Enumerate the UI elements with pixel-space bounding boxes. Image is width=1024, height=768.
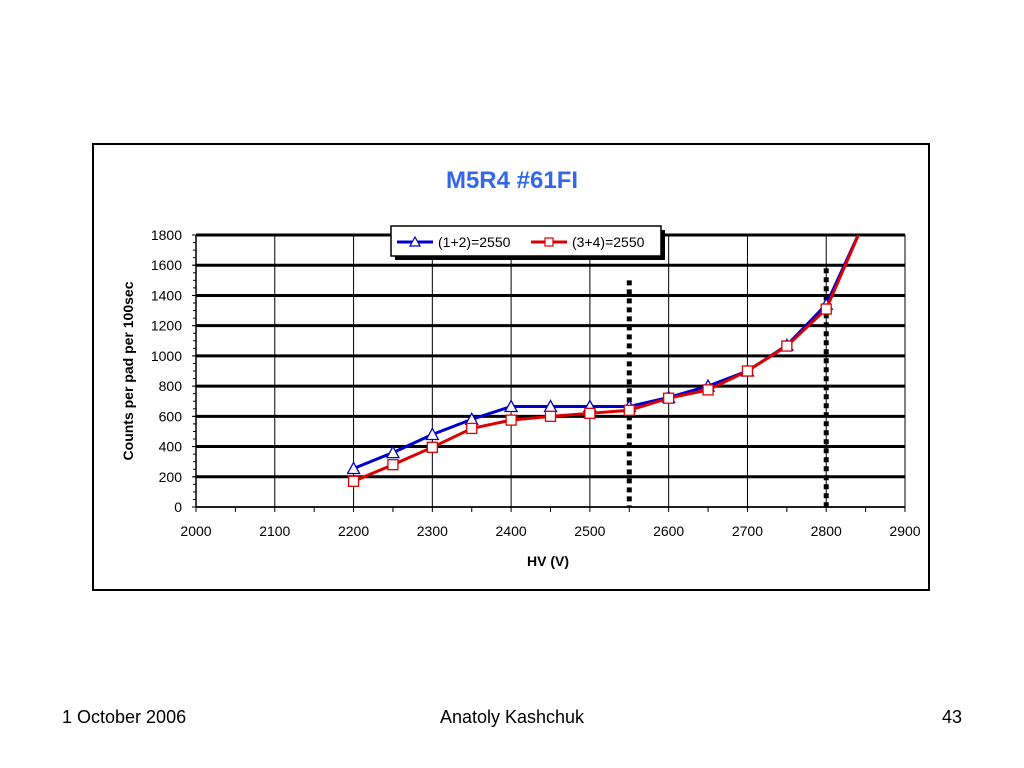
- x-tick-label: 2200: [338, 523, 369, 539]
- y-tick-label: 200: [159, 469, 183, 485]
- y-axis-label: Counts per pad per 100sec: [120, 281, 136, 460]
- data-point: [663, 392, 675, 404]
- x-tick-label: 2400: [496, 523, 527, 539]
- data-point: [820, 303, 832, 315]
- data-point: [584, 407, 596, 419]
- series: [346, 235, 861, 487]
- grid: [192, 233, 906, 512]
- data-point: [425, 427, 440, 441]
- data-point: [702, 384, 714, 396]
- data-point: [346, 461, 361, 475]
- x-tick-label: 2800: [811, 523, 842, 539]
- legend-marker: [408, 235, 422, 247]
- x-tick-label: 2700: [732, 523, 763, 539]
- x-tick-label: 2500: [574, 523, 605, 539]
- x-tick-label: 2900: [889, 523, 920, 539]
- x-tick-label: 2600: [653, 523, 684, 539]
- y-tick-label: 1000: [151, 348, 182, 364]
- data-point: [347, 475, 360, 487]
- legend-marker: [544, 237, 554, 247]
- data-point: [544, 410, 557, 422]
- data-point: [385, 445, 401, 459]
- legend-box: [390, 225, 662, 257]
- x-tick-label: 2300: [417, 523, 448, 539]
- y-tick-label: 800: [159, 378, 183, 394]
- data-point: [623, 404, 635, 416]
- footer-date: 1 October 2006: [62, 707, 187, 727]
- chart-title: M5R4 #61FI: [446, 167, 578, 194]
- data-point: [741, 365, 754, 377]
- legend-label: (1+2)=2550: [438, 234, 511, 250]
- data-point: [426, 441, 438, 453]
- footer-page-number: 43: [941, 707, 962, 727]
- series-1: [347, 235, 861, 487]
- data-point: [466, 422, 478, 435]
- legend-label: (3+4)=2550: [572, 234, 645, 250]
- x-axis-label: HV (V): [527, 553, 569, 569]
- y-tick-label: 400: [159, 439, 183, 455]
- y-tick-label: 0: [174, 499, 182, 515]
- footer-author: Anatoly Kashchuk: [439, 707, 585, 727]
- data-point: [504, 399, 519, 413]
- data-point: [781, 340, 793, 352]
- y-tick-label: 1400: [151, 287, 182, 303]
- data-point: [387, 459, 399, 471]
- x-tick-labels: 2000 2100 2200 2300 2400 2500 2600 2700 2800 2900: [180, 523, 920, 539]
- y-tick-label: 1600: [151, 257, 182, 273]
- threshold-lines: [626, 268, 829, 507]
- y-tick-label: 1800: [151, 227, 182, 243]
- data-point: [505, 414, 517, 426]
- chart: M5R4 #61FI 0 200 400 600 800 1000 1200 1400 1600…: [120, 167, 921, 569]
- series-line: [352, 235, 861, 483]
- y-tick-label: 600: [159, 408, 183, 424]
- y-tick-labels: 0 200 400 600 800 1000 1200 1400 1600 1800: [151, 227, 182, 515]
- chart-frame: M5R4 #61FI 0 200 400 600 800 1000 1200 1400 1600…: [92, 143, 930, 591]
- y-tick-label: 1200: [151, 318, 182, 334]
- x-tick-label: 2100: [259, 523, 290, 539]
- legend: (1+2)=2550 (3+4)=2550: [390, 225, 665, 260]
- x-tick-label: 2000: [180, 523, 211, 539]
